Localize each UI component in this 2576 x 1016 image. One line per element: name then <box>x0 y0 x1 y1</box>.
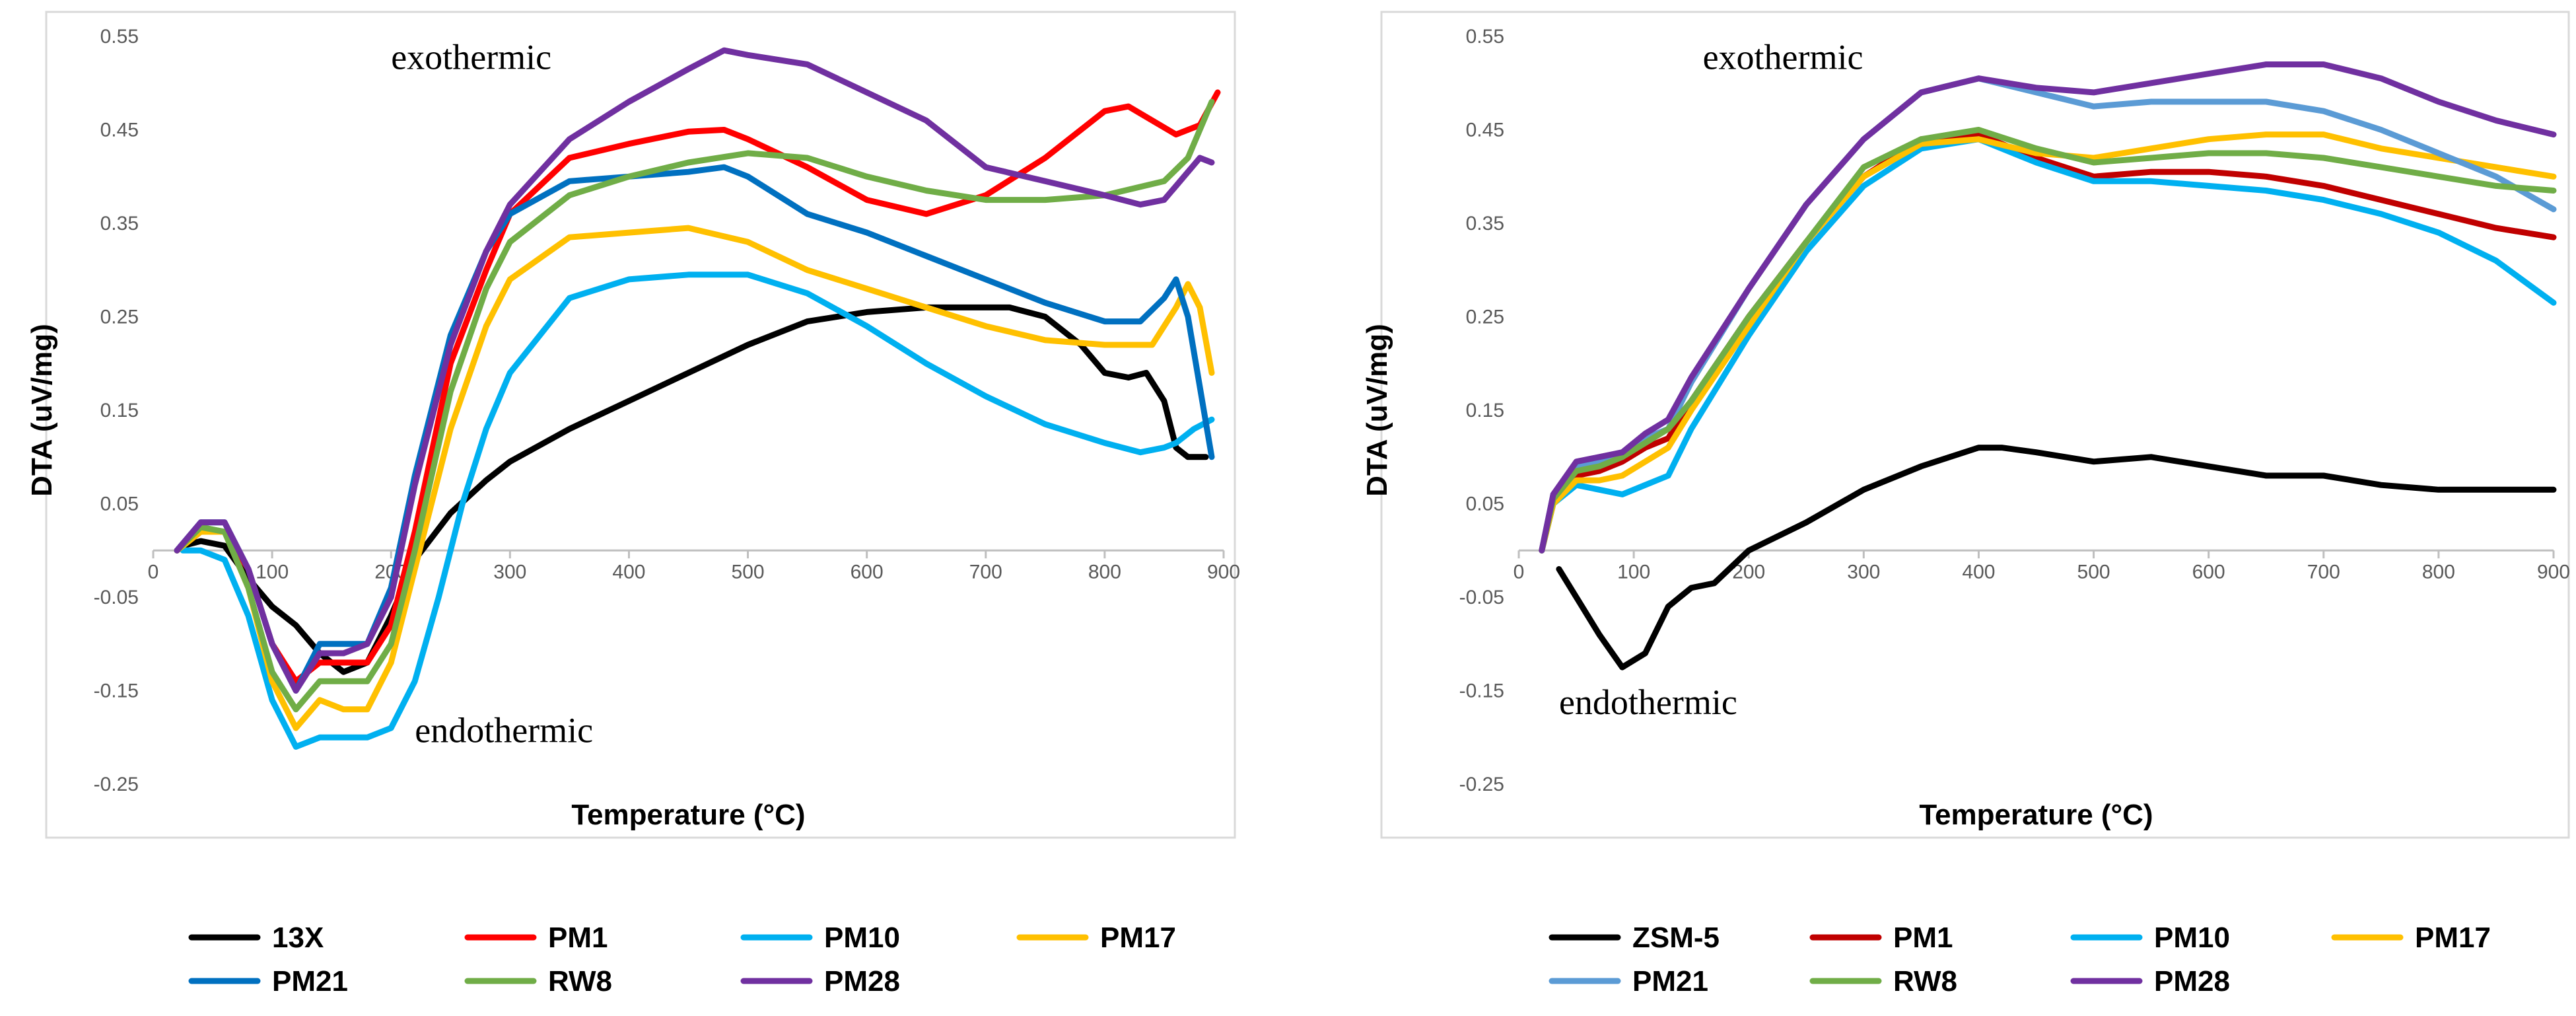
legend-label-rw8: RW8 <box>1893 965 1957 998</box>
x-tick-label: 800 <box>2422 561 2455 583</box>
annotation-exothermic: exothermic <box>391 38 551 77</box>
series-line-pm10 <box>180 272 1215 750</box>
y-tick-label: 0.25 <box>100 307 139 328</box>
left-chart-panel: -0.25 -0.15 -0.05 0.05 0.15 0.25 0.35 0.45 0.55 0… <box>26 11 1240 998</box>
x-tick-label: 300 <box>493 561 526 583</box>
y-tick-label: 0.05 <box>1466 493 1504 515</box>
y-tick-label: 0.15 <box>1466 400 1504 421</box>
y-tick-label: -0.15 <box>94 680 139 702</box>
y-tick-label: 0.55 <box>1466 26 1504 48</box>
annotation-endothermic: endothermic <box>415 710 593 750</box>
legend-label-zsm-5: ZSM-5 <box>1632 922 1720 954</box>
y-tick-label: -0.05 <box>94 587 139 608</box>
legend-label-pm10: PM10 <box>2154 922 2230 954</box>
y-axis-title: DTA (uV/mg) <box>26 324 58 497</box>
series-line-zsm-5 <box>1556 445 2557 671</box>
x-axis-title: Temperature (°C) <box>571 799 805 831</box>
legend-label-pm21: PM21 <box>272 965 348 998</box>
legend-label-13x: 13X <box>272 922 324 954</box>
y-tick-label: -0.05 <box>1459 587 1504 608</box>
x-tick-label: 500 <box>732 561 765 583</box>
series-line-pm17 <box>174 225 1215 731</box>
legend-label-pm17: PM17 <box>2415 922 2491 954</box>
x-tick-label: 800 <box>1088 561 1121 583</box>
x-tick-label: 400 <box>1962 561 1995 583</box>
x-tick-label: 900 <box>1207 561 1240 583</box>
legend-label-pm10: PM10 <box>824 922 900 954</box>
y-tick-label: 0.05 <box>100 493 139 515</box>
y-tick-label: 0.55 <box>100 26 139 48</box>
series-line-pm28 <box>1539 61 2557 554</box>
y-tick-label: -0.25 <box>1459 774 1504 795</box>
chart-frame <box>45 11 1236 839</box>
series-line-13x <box>180 304 1209 675</box>
x-tick-label: 0 <box>1514 561 1525 583</box>
y-tick-label: 0.15 <box>100 400 139 421</box>
y-tick-label: 0.45 <box>1466 120 1504 141</box>
annotation-endothermic: endothermic <box>1559 682 1737 722</box>
series-line-pm28 <box>174 47 1215 694</box>
x-tick-label: 100 <box>1617 561 1650 583</box>
annotation-exothermic: exothermic <box>1703 38 1863 77</box>
legend-label-pm1: PM1 <box>548 922 608 954</box>
chart-frame <box>1380 11 2570 839</box>
x-axis-title: Temperature (°C) <box>1919 799 2153 831</box>
y-tick-label: -0.25 <box>94 774 139 795</box>
x-tick-label: 500 <box>2077 561 2110 583</box>
x-tick-label: 700 <box>2307 561 2340 583</box>
x-tick-label: 600 <box>851 561 884 583</box>
legend-label-pm1: PM1 <box>1893 922 1953 954</box>
x-tick-label: 0 <box>148 561 159 583</box>
legend-label-pm28: PM28 <box>2154 965 2230 998</box>
legend-label-pm21: PM21 <box>1632 965 1708 998</box>
series-line-rw8 <box>174 98 1215 713</box>
y-tick-label: 0.45 <box>100 120 139 141</box>
y-tick-label: -0.15 <box>1459 680 1504 702</box>
x-tick-label: 700 <box>969 561 1002 583</box>
y-axis-title: DTA (uV/mg) <box>1361 324 1393 497</box>
right-chart-panel: -0.25 -0.15 -0.05 0.05 0.15 0.25 0.35 0.45 0.55 0… <box>1361 11 2570 998</box>
x-tick-label: 100 <box>256 561 289 583</box>
y-tick-label: 0.25 <box>1466 307 1504 328</box>
x-tick-label: 600 <box>2192 561 2225 583</box>
series-line-pm10 <box>1539 136 2557 554</box>
legend-label-pm17: PM17 <box>1100 922 1176 954</box>
y-tick-label: 0.35 <box>100 213 139 235</box>
legend-label-rw8: RW8 <box>548 965 612 998</box>
series-line-pm1 <box>174 89 1221 684</box>
x-tick-label: 300 <box>1847 561 1880 583</box>
series-line-pm17 <box>1539 131 2557 554</box>
legend-label-pm28: PM28 <box>824 965 900 998</box>
x-tick-label: 400 <box>612 561 645 583</box>
x-tick-label: 900 <box>2537 561 2570 583</box>
series-line-rw8 <box>1539 127 2557 554</box>
y-tick-label: 0.35 <box>1466 213 1504 235</box>
